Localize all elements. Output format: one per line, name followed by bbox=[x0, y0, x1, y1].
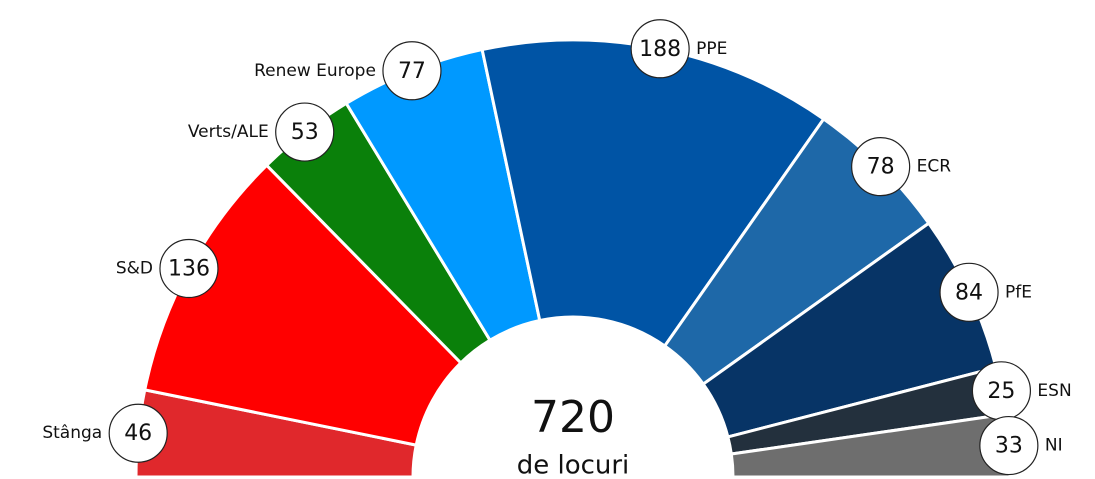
value-label: 33 bbox=[995, 434, 1023, 459]
value-label: 78 bbox=[867, 155, 895, 180]
value-label: 53 bbox=[291, 120, 319, 145]
value-label: 77 bbox=[398, 59, 426, 84]
party-name: S&D bbox=[116, 258, 153, 278]
label-bubble bbox=[108, 403, 168, 463]
party-name: ESN bbox=[1037, 381, 1071, 401]
label-bubble bbox=[275, 102, 335, 162]
labels: 46 Stânga 136 S&D 53 Verts/ALE 77 Renew Europe 1… bbox=[42, 19, 1072, 476]
seat-slice bbox=[480, 38, 826, 349]
value-label: 25 bbox=[987, 379, 1015, 404]
value-label: 188 bbox=[639, 37, 681, 62]
value-label: 136 bbox=[168, 256, 210, 281]
seat-slice bbox=[143, 163, 463, 447]
party-name: ECR bbox=[917, 157, 952, 177]
value-label: 84 bbox=[955, 280, 983, 305]
label-bubble bbox=[382, 41, 442, 101]
label-bubble bbox=[939, 262, 999, 322]
party-name: PfE bbox=[1005, 282, 1032, 302]
slices bbox=[134, 38, 1012, 479]
label-bubble bbox=[979, 415, 1039, 476]
label-bubble bbox=[630, 19, 690, 79]
party-name: PPE bbox=[696, 39, 727, 59]
value-label: 46 bbox=[124, 421, 152, 446]
party-name: Renew Europe bbox=[254, 61, 376, 81]
party-name: Stânga bbox=[42, 423, 102, 443]
total-label: de locuri bbox=[517, 451, 630, 479]
party-name: NI bbox=[1045, 436, 1063, 456]
total: 720 bbox=[531, 392, 615, 443]
party-name: Verts/ALE bbox=[188, 122, 269, 142]
label-bubble bbox=[159, 238, 219, 299]
label-bubble bbox=[851, 137, 911, 197]
